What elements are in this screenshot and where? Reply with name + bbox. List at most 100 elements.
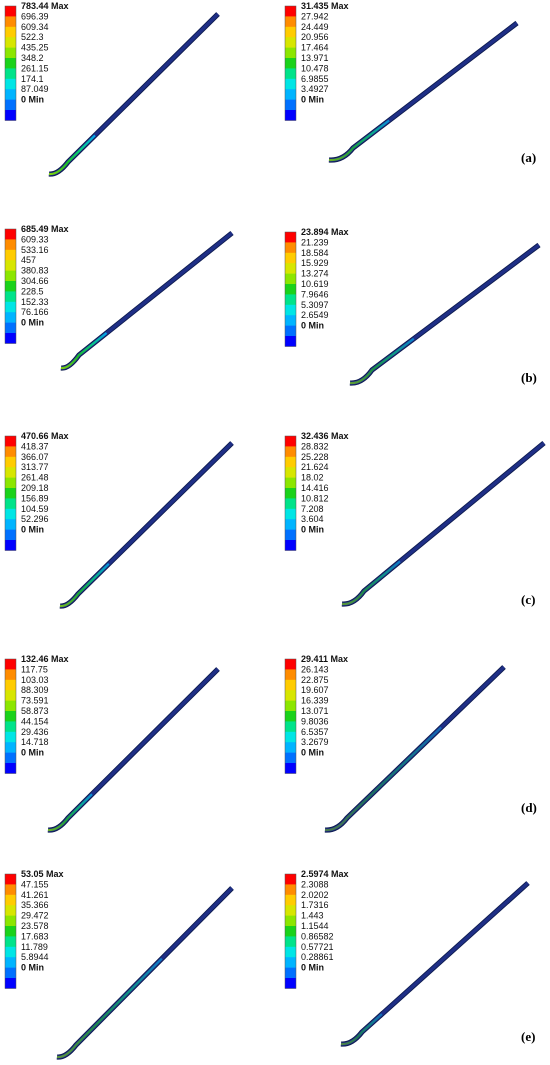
legend-tick-label: 366.07 xyxy=(21,452,49,462)
legend-tick-label: 88.309 xyxy=(21,685,49,695)
legend-frame xyxy=(4,5,17,121)
legend-tick-label: 21.624 xyxy=(301,462,329,472)
rod-stress-region xyxy=(60,332,108,370)
legend-swatch xyxy=(5,436,16,447)
legend-tick-label: 28.832 xyxy=(301,441,329,451)
legend-tick-label: 76.166 xyxy=(21,307,49,317)
legend-swatch xyxy=(285,711,296,722)
contour-panel: 132.46 Max117.75103.0388.30973.59158.873… xyxy=(4,654,220,833)
legend-swatch xyxy=(5,508,16,520)
legend-tick-label: 2.6549 xyxy=(301,310,329,320)
legend-tick-label: 1.443 xyxy=(301,911,324,921)
legend-tick-label: 2.0202 xyxy=(301,890,329,900)
legend-tick-label: 73.591 xyxy=(21,696,49,706)
legend-swatch xyxy=(285,540,296,551)
rod-stress-region xyxy=(340,1013,383,1046)
legend-swatch xyxy=(5,742,16,753)
legend-swatch xyxy=(285,508,296,520)
legend-swatch xyxy=(285,456,296,468)
legend-tick-label: 0.57721 xyxy=(301,942,334,952)
row-label: (a) xyxy=(521,150,536,165)
legend-tick-label: 156.89 xyxy=(21,493,49,503)
legend-tick-label: 7.208 xyxy=(301,504,324,514)
legend-swatch xyxy=(5,752,16,764)
legend-tick-label: 3.2679 xyxy=(301,737,329,747)
rod-stress-region xyxy=(349,337,415,385)
legend-frame xyxy=(284,231,297,347)
legend-swatch xyxy=(285,110,296,121)
legend-swatch xyxy=(5,894,16,906)
legend-swatch xyxy=(285,336,296,347)
legend-min-label: 0 Min xyxy=(301,963,324,973)
contour-panel: 470.66 Max418.37366.07313.77261.48209.18… xyxy=(4,431,234,609)
legend-tick-label: 533.16 xyxy=(21,245,49,255)
rod-stress-region xyxy=(56,957,163,1059)
legend-swatch xyxy=(5,915,16,927)
legend-swatch xyxy=(285,874,296,885)
legend-swatch xyxy=(285,58,296,69)
legend-swatch xyxy=(5,322,16,334)
legend-frame xyxy=(4,873,17,989)
legend-swatch xyxy=(5,110,16,121)
legend-swatch xyxy=(285,263,296,274)
legend-swatch xyxy=(5,690,16,701)
legend-min-label: 0 Min xyxy=(301,95,324,105)
color-legend: 470.66 Max418.37366.07313.77261.48209.18… xyxy=(4,431,69,551)
legend-swatch xyxy=(5,249,16,261)
legend-tick-label: 13.274 xyxy=(301,269,329,279)
legend-tick-label: 21.239 xyxy=(301,237,329,247)
legend-tick-label: 3.4927 xyxy=(301,84,329,94)
legend-tick-label: 87.049 xyxy=(21,84,49,94)
legend-tick-label: 35.366 xyxy=(21,900,49,910)
legend-swatch xyxy=(5,659,16,670)
legend-tick-label: 41.261 xyxy=(21,890,49,900)
legend-frame xyxy=(4,658,17,774)
legend-frame xyxy=(284,873,297,989)
legend-tick-label: 152.33 xyxy=(21,297,49,307)
legend-tick-label: 0.86582 xyxy=(301,931,334,941)
legend-max-label: 783.44 Max xyxy=(21,1,69,11)
legend-max-label: 29.411 Max xyxy=(301,654,348,664)
contour-panel: 31.435 Max27.94224.44920.95617.46413.971… xyxy=(284,1,519,163)
legend-tick-label: 14.718 xyxy=(21,737,49,747)
legend-swatch xyxy=(285,731,296,743)
legend-swatch xyxy=(5,47,16,59)
legend-swatch xyxy=(285,659,296,670)
legend-swatch xyxy=(5,291,16,303)
legend-swatch xyxy=(285,679,296,691)
legend-tick-label: 522.3 xyxy=(21,32,44,42)
legend-swatch xyxy=(5,239,16,251)
legend-swatch xyxy=(5,229,16,240)
legend-tick-label: 18.02 xyxy=(301,473,324,483)
legend-frame xyxy=(284,658,297,774)
legend-swatch xyxy=(5,721,16,733)
legend-swatch xyxy=(5,905,16,916)
legend-swatch xyxy=(5,498,16,510)
legend-tick-label: 29.436 xyxy=(21,727,49,737)
rod-body xyxy=(47,667,220,832)
legend-swatch xyxy=(5,456,16,468)
legend-tick-label: 209.18 xyxy=(21,483,49,493)
rod-model xyxy=(324,665,506,833)
legend-tick-label: 13.971 xyxy=(301,53,329,63)
legend-tick-label: 5.3097 xyxy=(301,300,329,310)
legend-swatch xyxy=(285,252,296,264)
legend-tick-label: 10.619 xyxy=(301,279,329,289)
legend-swatch xyxy=(285,529,296,541)
legend-tick-label: 18.584 xyxy=(301,248,329,258)
legend-swatch xyxy=(285,315,296,326)
rod-model xyxy=(59,441,234,609)
legend-swatch xyxy=(285,894,296,906)
rod-body xyxy=(324,665,506,832)
color-legend: 32.436 Max28.83225.22821.62418.0214.4161… xyxy=(284,431,349,551)
legend-swatch xyxy=(5,78,16,90)
legend-swatch xyxy=(5,763,16,774)
rod-stress-region xyxy=(341,560,401,606)
legend-tick-label: 16.339 xyxy=(301,696,329,706)
rod-model xyxy=(328,20,519,163)
legend-swatch xyxy=(5,884,16,896)
legend-min-label: 0 Min xyxy=(301,748,324,758)
legend-tick-label: 47.155 xyxy=(21,879,49,889)
contour-panel: 53.05 Max47.15541.26135.36629.47223.5781… xyxy=(4,869,234,1060)
legend-swatch xyxy=(285,446,296,458)
